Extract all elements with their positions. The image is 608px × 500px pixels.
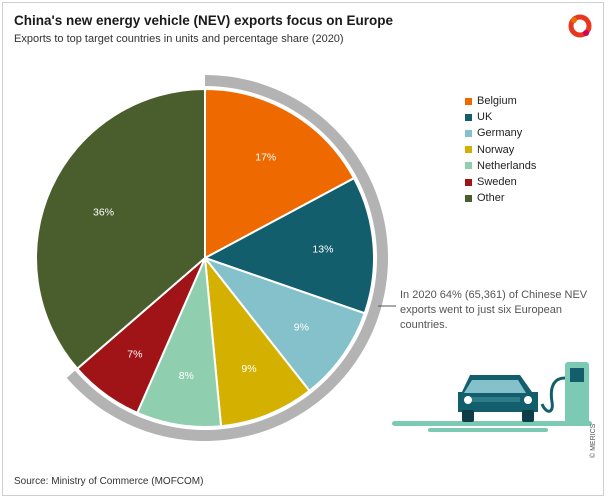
legend-label: Norway — [477, 143, 515, 156]
legend-swatch — [465, 194, 472, 202]
legend-label: Netherlands — [477, 159, 537, 172]
source-note: Source: Ministry of Commerce (MOFCOM) — [14, 476, 204, 487]
legend-label: UK — [477, 111, 493, 124]
pie-slice-uk — [202, 176, 375, 315]
legend-item-sweden: Sweden — [465, 174, 536, 190]
europe-share-arc — [66, 75, 389, 441]
chart-subtitle: Exports to top target countries in units… — [14, 33, 344, 45]
annotation-text: In 2020 64% (65,361) of Chinese NEV expo… — [400, 289, 588, 331]
pie-slices — [35, 87, 375, 428]
europe-highlight-ring — [66, 75, 389, 441]
pie-slice-germany — [202, 255, 366, 393]
legend-item-netherlands: Netherlands — [465, 158, 536, 174]
chart-title: China's new energy vehicle (NEV) exports… — [14, 13, 394, 28]
pie-slice-other — [35, 87, 206, 371]
legend-item-other: Other — [465, 190, 536, 206]
legend-label: Germany — [477, 127, 523, 140]
slice-label-sweden: 7% — [127, 348, 142, 360]
legend-swatch — [465, 129, 472, 137]
slice-label-other: 36% — [93, 207, 114, 219]
slice-label-germany: 9% — [294, 322, 309, 334]
legend-label: Other — [477, 192, 505, 205]
pie-slice-norway — [203, 254, 311, 428]
legend-swatch — [465, 97, 472, 105]
legend-item-belgium: Belgium — [465, 93, 536, 109]
legend-swatch — [465, 113, 472, 121]
merics-logo-icon — [568, 14, 592, 38]
legend-item-norway: Norway — [465, 142, 536, 158]
chart-legend: Belgium UK Germany Norway Netherlands Sweden O… — [465, 93, 536, 206]
legend-label: Sweden — [477, 176, 517, 189]
legend-item-germany: Germany — [465, 125, 536, 141]
legend-label: Belgium — [477, 95, 517, 108]
legend-item-uk: UK — [465, 109, 536, 125]
legend-swatch — [465, 146, 472, 154]
slice-label-uk: 13% — [312, 244, 333, 256]
slice-label-netherlands: 8% — [179, 370, 194, 382]
slice-label-norway: 9% — [241, 363, 256, 375]
electric-car-charging-icon — [392, 362, 592, 432]
pie-slice-belgium — [204, 87, 356, 260]
legend-swatch — [465, 178, 472, 186]
pie-slice-labels: 17% 13% 9% 9% 8% 7% 36% — [93, 152, 333, 382]
slice-label-belgium: 17% — [255, 152, 276, 164]
legend-swatch — [465, 162, 472, 170]
copyright-credit: © MERICS — [590, 423, 597, 458]
